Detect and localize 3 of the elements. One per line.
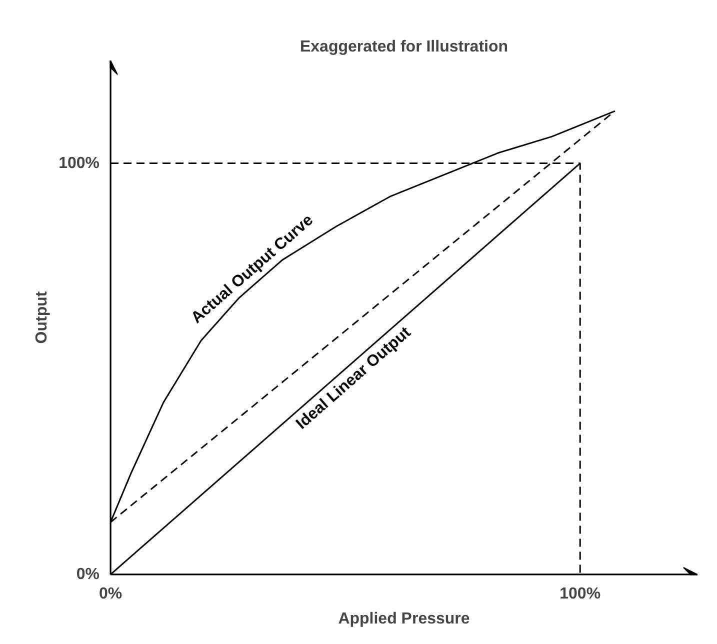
x-axis-title: Applied Pressure — [338, 610, 470, 628]
y-axis-title: Output — [34, 290, 51, 344]
chart-title: Exaggerated for Illustration — [300, 38, 508, 56]
